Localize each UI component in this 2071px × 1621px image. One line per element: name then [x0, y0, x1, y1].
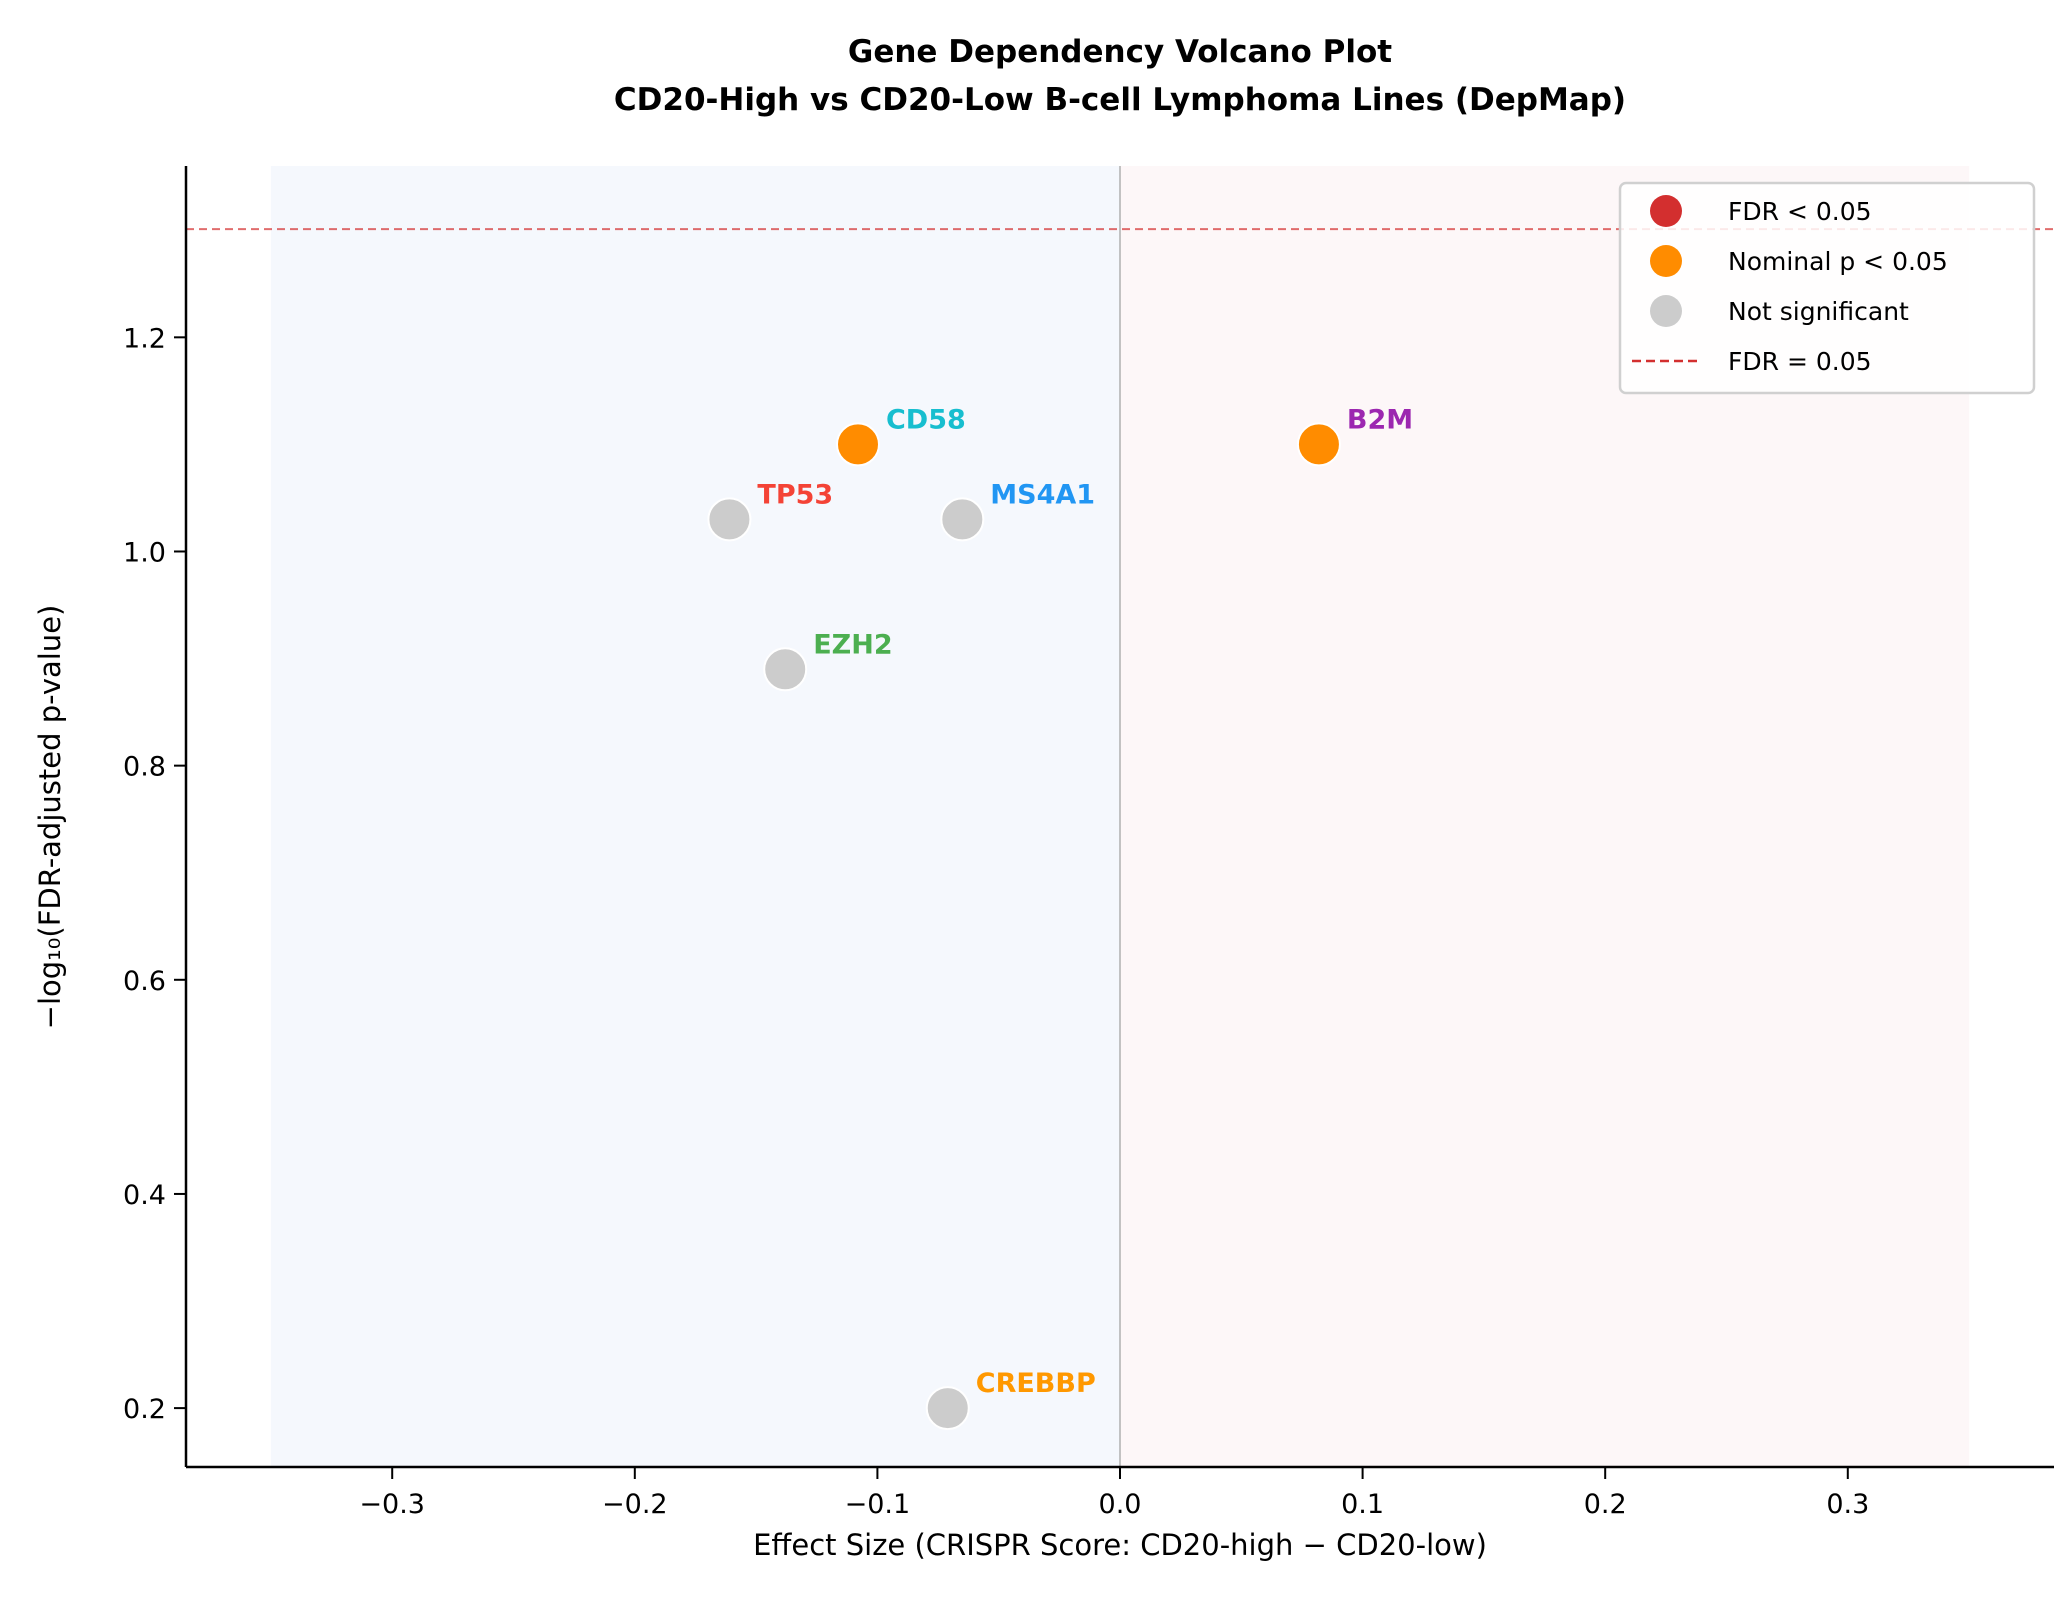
point-label-tp53: TP53 — [757, 479, 833, 510]
data-point-b2m — [1296, 422, 1341, 467]
y-axis-label: −log₁₀(FDR-adjusted p-value) — [33, 605, 67, 1030]
data-point-tp53 — [707, 497, 752, 542]
legend-label: Not significant — [1728, 297, 1909, 326]
x-tick-label: 0.0 — [1099, 1489, 1142, 1520]
data-point-crebbp — [925, 1386, 970, 1431]
x-tick-label: −0.2 — [602, 1489, 668, 1520]
legend-label: Nominal p < 0.05 — [1728, 247, 1948, 276]
legend-box — [1618, 181, 2036, 395]
data-point-cd58 — [835, 422, 880, 467]
legend-marker — [1650, 195, 1682, 227]
legend: FDR < 0.05 Nominal p < 0.05 Not significan… — [1618, 181, 2036, 395]
y-tick-label: 0.4 — [123, 1180, 166, 1211]
x-tick-label: 0.3 — [1826, 1489, 1869, 1520]
legend-marker — [1650, 245, 1682, 277]
point-label-ezh2: EZH2 — [813, 629, 892, 660]
chart-subtitle: CD20-High vs CD20-Low B-cell Lymphoma Li… — [614, 82, 1626, 118]
x-tick-label: 0.1 — [1341, 1489, 1384, 1520]
point-label-cd58: CD58 — [886, 404, 966, 435]
y-tick-label: 0.2 — [123, 1394, 166, 1425]
x-tick-label: −0.3 — [359, 1489, 425, 1520]
y-tick-label: 0.8 — [123, 752, 166, 783]
data-point-ms4a1 — [940, 497, 985, 542]
point-label-crebbp: CREBBP — [976, 1368, 1096, 1399]
legend-marker — [1650, 295, 1682, 327]
legend-label: FDR = 0.05 — [1728, 347, 1872, 376]
legend-label: FDR < 0.05 — [1728, 197, 1872, 226]
shaded-region — [270, 166, 1121, 1467]
x-tick-label: −0.1 — [845, 1489, 911, 1520]
chart-title: Gene Dependency Volcano Plot — [848, 34, 1392, 70]
data-point-ezh2 — [763, 647, 808, 692]
point-label-ms4a1: MS4A1 — [990, 479, 1095, 510]
x-axis-label: Effect Size (CRISPR Score: CD20-high − C… — [753, 1528, 1487, 1562]
point-label-b2m: B2M — [1347, 404, 1413, 435]
y-tick-label: 1.0 — [123, 537, 166, 568]
y-tick-label: 1.2 — [123, 323, 166, 354]
y-tick-label: 0.6 — [123, 966, 166, 997]
x-tick-label: 0.2 — [1584, 1489, 1627, 1520]
